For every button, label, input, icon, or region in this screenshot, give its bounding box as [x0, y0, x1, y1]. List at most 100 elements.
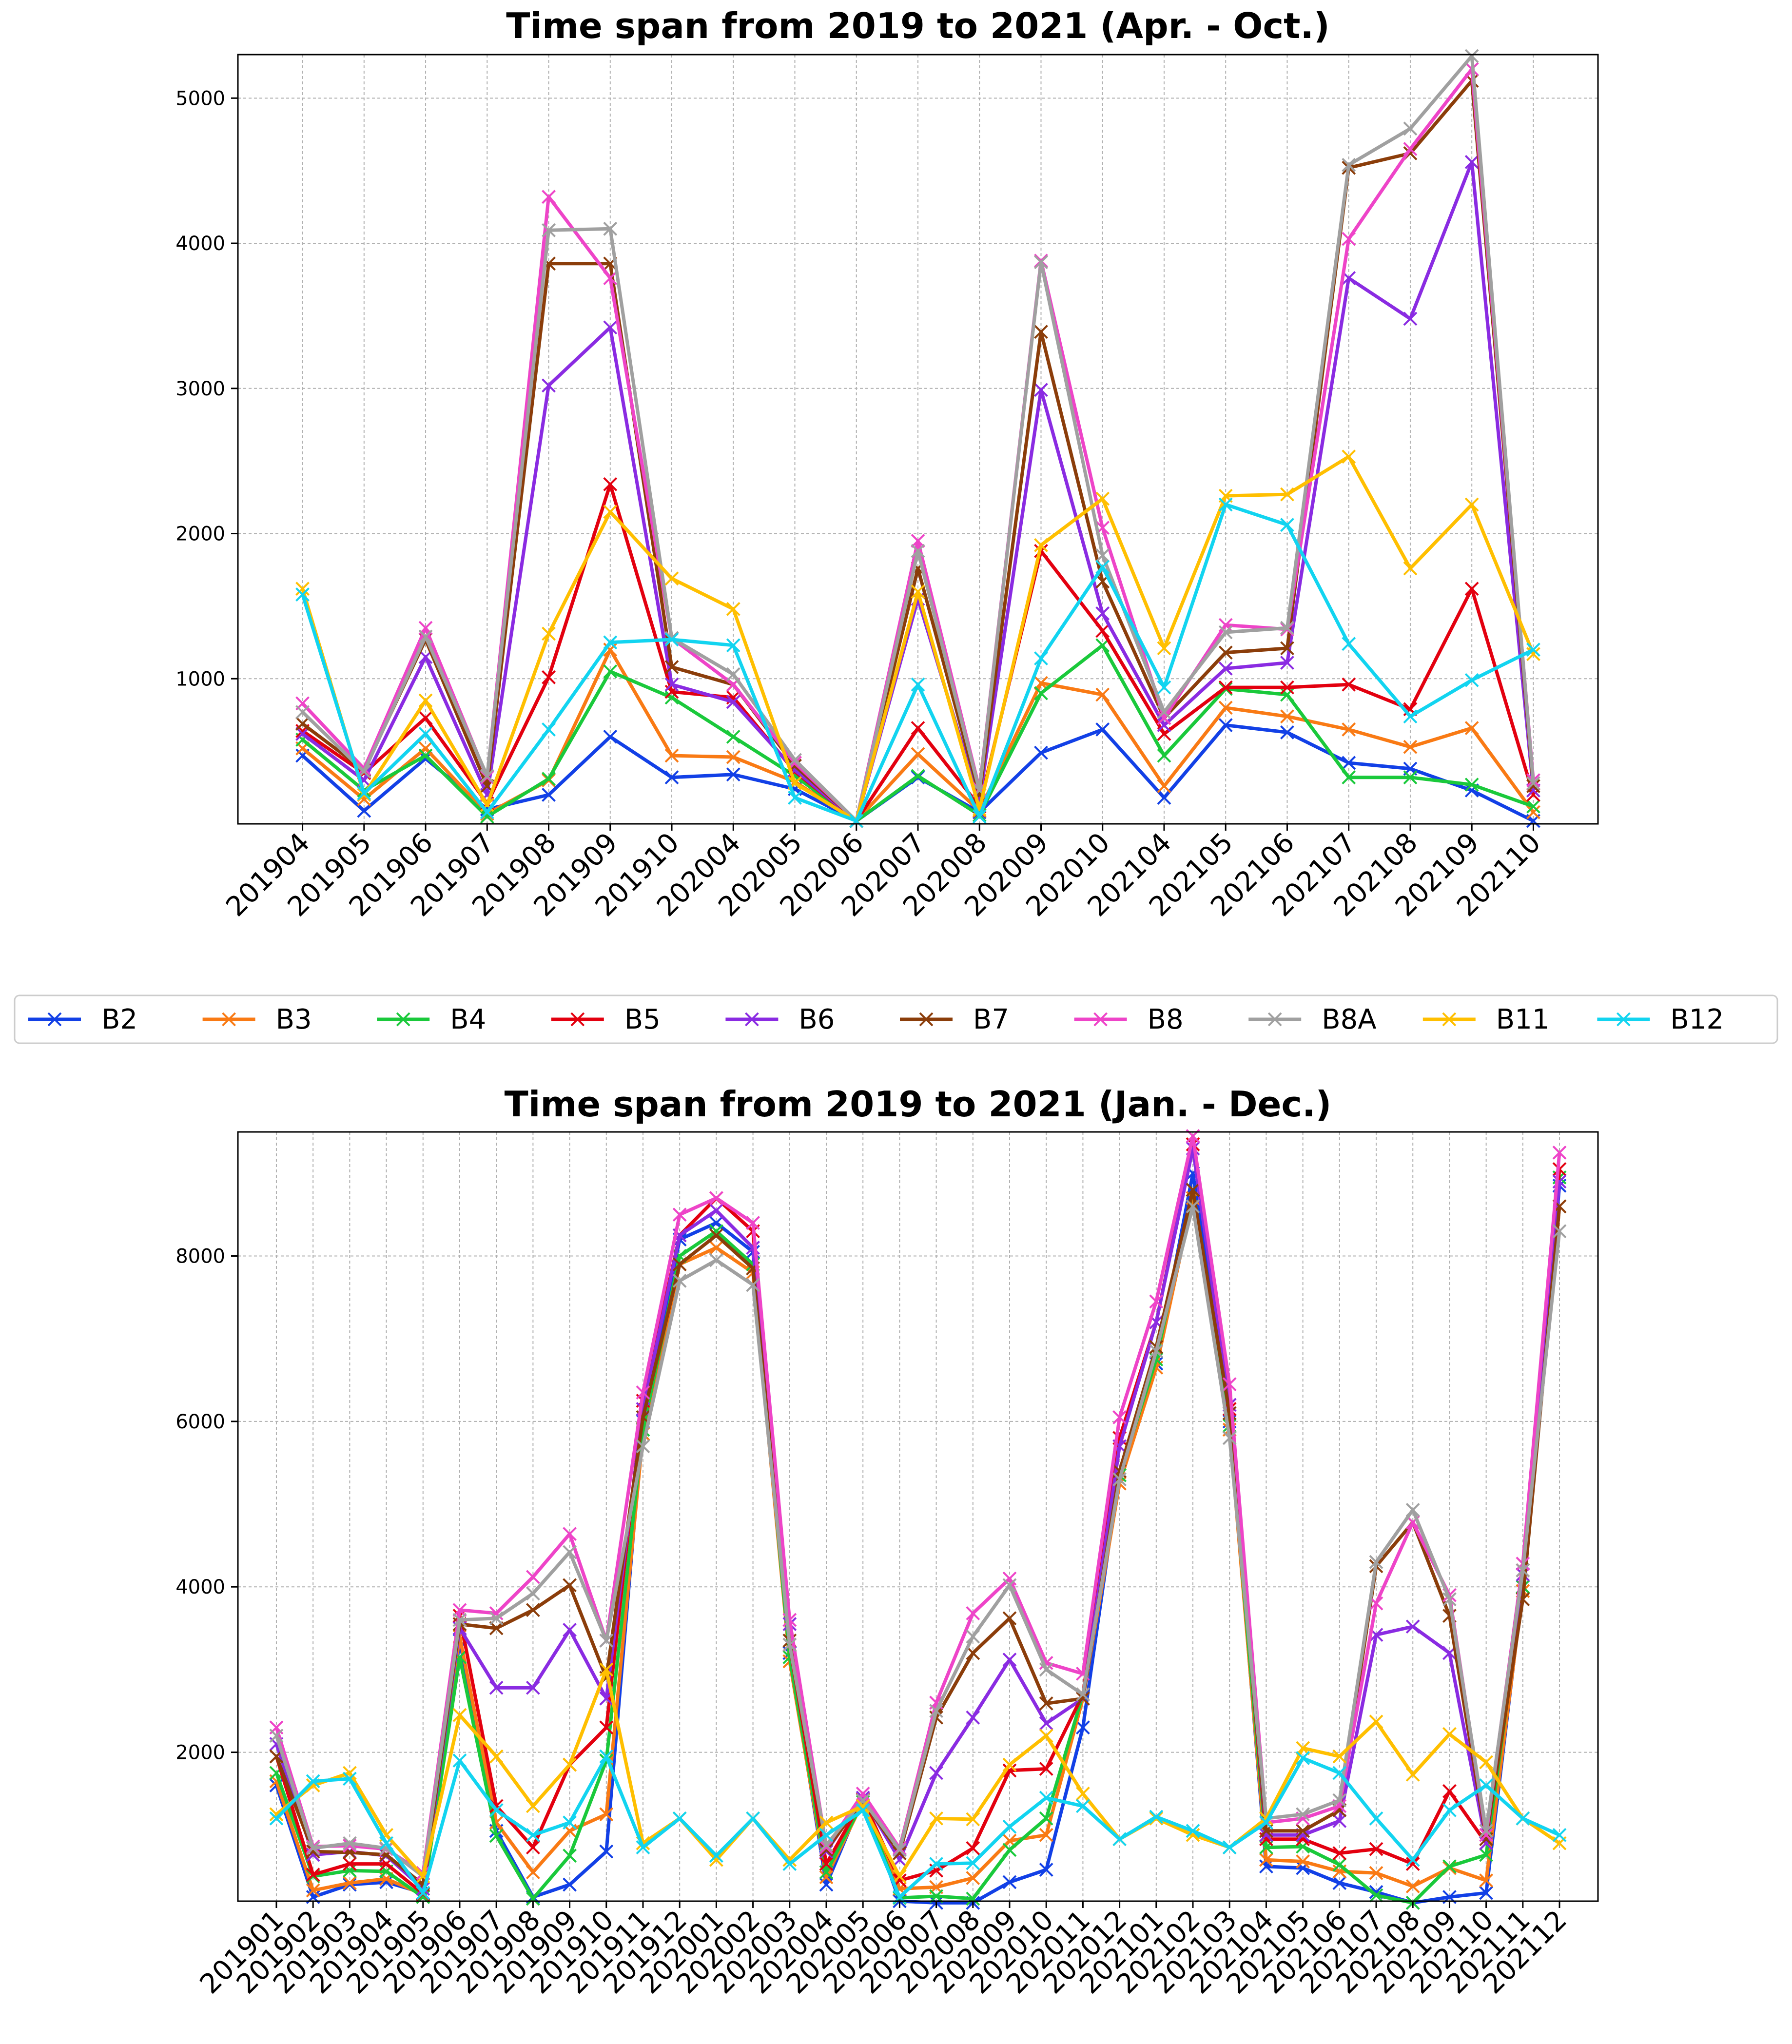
data-point-B4	[929, 1889, 944, 1904]
legend-item-B6: B6	[725, 1004, 835, 1035]
data-point-B8A	[452, 1613, 467, 1627]
data-point-B11	[1526, 647, 1540, 662]
data-point-B11	[418, 693, 433, 708]
data-point-B3	[1479, 1873, 1494, 1888]
y-tick-label: 8000	[175, 1246, 225, 1268]
y-tick-label: 5000	[175, 87, 225, 110]
data-point-B3	[726, 750, 740, 764]
data-point-B12	[1186, 1824, 1200, 1838]
data-point-B2	[603, 729, 618, 744]
data-point-B7	[1075, 1691, 1090, 1706]
data-point-B3	[709, 1241, 723, 1255]
data-point-B8A	[1095, 548, 1110, 563]
data-point-B8A	[672, 1274, 687, 1288]
data-point-B2	[1002, 1875, 1017, 1889]
data-point-B12	[1002, 1819, 1017, 1834]
y-tick-label: 6000	[175, 1411, 225, 1433]
data-point-B8	[672, 1207, 687, 1222]
data-point-B8A	[1516, 1563, 1530, 1577]
data-point-B6	[1002, 1653, 1017, 1667]
data-point-B8A	[1369, 1555, 1383, 1569]
data-point-B5	[1280, 680, 1294, 695]
data-point-B12	[416, 1886, 430, 1900]
data-point-B8	[1342, 232, 1356, 246]
data-point-B11	[342, 1766, 357, 1780]
data-point-B5	[599, 1720, 614, 1735]
data-point-B6	[563, 1623, 577, 1637]
data-point-B11	[966, 1812, 980, 1827]
chart-top: Time span from 2019 to 2021 (Apr. - Oct.…	[175, 5, 1599, 923]
data-point-B11	[489, 1749, 504, 1764]
data-point-B2	[563, 1877, 577, 1892]
data-point-B2	[1479, 1886, 1494, 1900]
data-point-B11	[1405, 1767, 1420, 1782]
data-point-B12	[1218, 497, 1233, 512]
data-point-B3	[1039, 1828, 1053, 1842]
data-point-B5	[342, 1857, 357, 1871]
data-point-B2	[1157, 790, 1171, 805]
data-point-B7	[1280, 641, 1294, 656]
data-point-B6	[1095, 606, 1110, 621]
data-point-B12	[672, 1811, 687, 1826]
data-point-B8A	[526, 1586, 540, 1601]
data-point-B12	[1259, 1815, 1273, 1830]
data-point-B7	[709, 1228, 723, 1243]
data-point-B12	[418, 726, 433, 741]
data-point-B8	[636, 1385, 650, 1400]
data-point-B12	[709, 1849, 723, 1863]
data-point-B8A	[1149, 1344, 1164, 1359]
data-point-B8A	[892, 1843, 907, 1857]
data-point-B8	[746, 1216, 760, 1230]
data-point-B5	[819, 1857, 834, 1871]
data-point-B12	[1222, 1840, 1237, 1855]
data-point-B7	[664, 660, 679, 674]
data-point-B4	[1034, 686, 1048, 701]
legend-marker-B8	[1093, 1012, 1108, 1027]
data-point-B12	[782, 1857, 797, 1871]
data-point-B4	[418, 748, 433, 763]
data-point-B8	[342, 1838, 357, 1853]
data-point-B5	[1464, 582, 1479, 596]
data-point-B6	[542, 378, 556, 393]
data-point-B8A	[489, 1611, 504, 1626]
data-point-B6	[1405, 1619, 1420, 1634]
data-point-B4	[526, 1891, 540, 1906]
data-point-B7	[526, 1603, 540, 1617]
data-point-B12	[819, 1828, 834, 1842]
data-point-B12	[1464, 673, 1479, 687]
data-point-B11	[269, 1807, 284, 1822]
data-point-B8A	[295, 705, 310, 720]
data-point-B2	[1280, 725, 1294, 740]
data-point-B8A	[342, 1836, 357, 1850]
data-point-B11	[1075, 1787, 1090, 1801]
data-point-B12	[1526, 642, 1540, 657]
data-point-B5	[526, 1840, 540, 1855]
legend-label-B6: B6	[799, 1004, 835, 1035]
data-point-B3	[1405, 1879, 1420, 1893]
data-point-B6	[1034, 383, 1048, 397]
data-point-B12	[306, 1774, 320, 1789]
data-point-B4	[1479, 1848, 1494, 1862]
data-point-B4	[603, 664, 618, 679]
data-point-B5	[542, 670, 556, 684]
data-point-B8	[1157, 711, 1171, 725]
legend-marker-B2	[47, 1012, 62, 1027]
data-point-B8	[819, 1840, 834, 1855]
data-point-B8A	[379, 1841, 393, 1855]
data-point-B8A	[306, 1841, 320, 1855]
series-line-B12	[275, 1754, 1560, 1899]
data-point-B11	[1369, 1714, 1383, 1729]
data-point-B12	[1369, 1811, 1383, 1826]
data-point-B8A	[966, 1629, 980, 1644]
data-point-B11	[1002, 1757, 1017, 1772]
y-tick-label: 4000	[175, 233, 225, 255]
data-point-B5	[966, 1841, 980, 1855]
data-point-B8A	[1342, 157, 1356, 172]
data-point-B6	[966, 1710, 980, 1725]
data-point-B8A	[1464, 49, 1479, 63]
data-point-B12	[1342, 637, 1356, 651]
data-point-B11	[819, 1815, 834, 1830]
legend-marker-B5	[570, 1012, 585, 1027]
legend-item-B2: B2	[28, 1004, 137, 1035]
data-point-B11	[1403, 561, 1418, 576]
